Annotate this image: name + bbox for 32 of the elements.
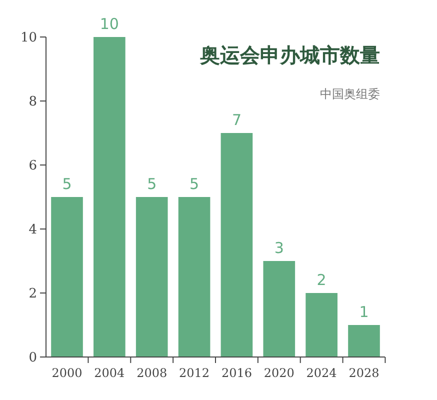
x-tick-label: 2024 bbox=[306, 366, 338, 380]
x-tick-label: 2008 bbox=[136, 366, 168, 380]
bar bbox=[136, 197, 168, 357]
data-label: 7 bbox=[232, 111, 242, 129]
y-tick-label: 2 bbox=[28, 286, 37, 302]
bar bbox=[220, 133, 253, 357]
y-tick-label: 4 bbox=[28, 222, 37, 238]
bar bbox=[94, 37, 126, 357]
bar bbox=[51, 197, 83, 357]
bar bbox=[263, 261, 296, 357]
bar bbox=[178, 197, 210, 357]
annotation: 中国奥组委 bbox=[320, 87, 380, 101]
data-label: 5 bbox=[147, 175, 157, 193]
chart-title: 奥运会申办城市数量 bbox=[199, 43, 380, 67]
data-label: 10 bbox=[100, 15, 119, 33]
data-label: 3 bbox=[274, 239, 284, 257]
y-tick-label: 6 bbox=[28, 158, 37, 174]
y-tick-label: 0 bbox=[28, 350, 37, 366]
bar bbox=[348, 325, 380, 357]
x-tick-label: 2004 bbox=[94, 366, 126, 380]
x-tick-label: 2016 bbox=[221, 366, 252, 380]
bar bbox=[306, 293, 338, 357]
y-tick-label: 10 bbox=[20, 30, 37, 46]
data-label: 5 bbox=[62, 175, 72, 193]
x-tick-label: 2028 bbox=[348, 366, 380, 380]
data-label: 1 bbox=[359, 303, 369, 321]
x-tick-label: 2020 bbox=[264, 366, 294, 380]
x-tick-label: 2012 bbox=[179, 366, 210, 380]
y-tick-label: 8 bbox=[28, 94, 37, 110]
data-label: 5 bbox=[190, 175, 200, 193]
data-label: 2 bbox=[316, 271, 326, 289]
x-tick-label: 2000 bbox=[52, 366, 82, 380]
